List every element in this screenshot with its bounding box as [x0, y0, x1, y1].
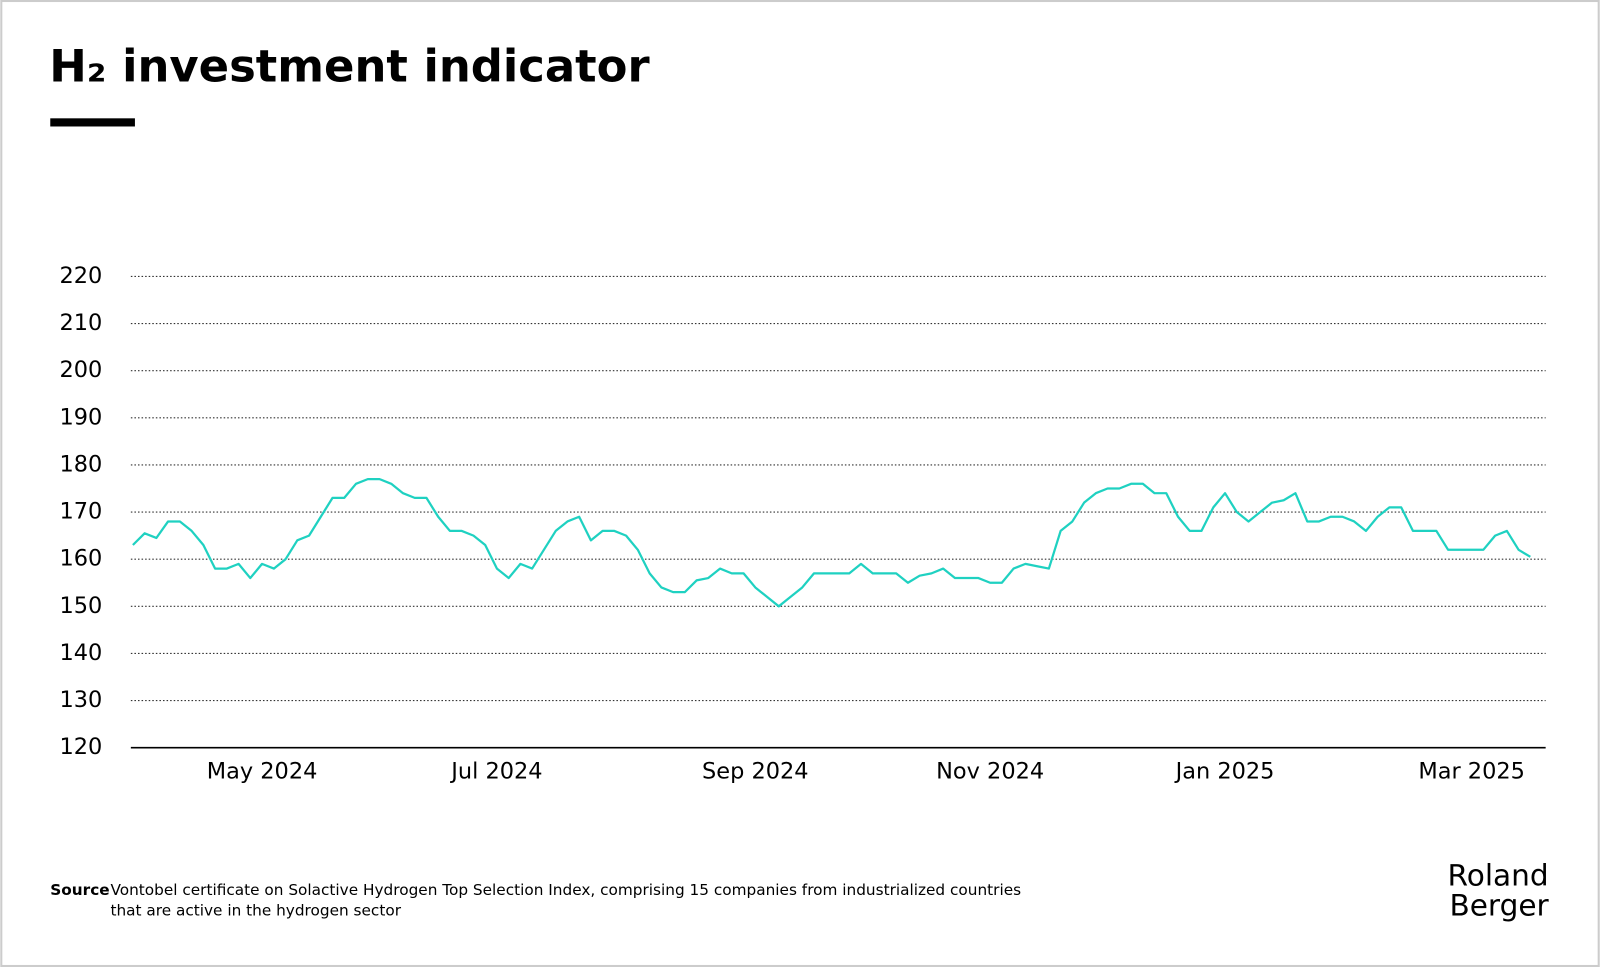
y-tick-label: 170	[59, 499, 102, 525]
y-tick-label: 220	[59, 263, 102, 289]
title-rule	[50, 118, 135, 127]
x-tick-label: Nov 2024	[936, 759, 1044, 785]
y-tick-label: 130	[59, 687, 102, 713]
x-tick-label: May 2024	[207, 759, 318, 785]
x-tick-label: Jan 2025	[1174, 759, 1275, 785]
source-label: Source	[50, 881, 109, 899]
chart-title: H₂ investment indicator	[49, 39, 649, 92]
y-tick-label: 160	[59, 546, 102, 572]
y-tick-label: 180	[59, 451, 102, 477]
x-tick-label: Sep 2024	[702, 759, 809, 785]
source-text: Vontobel certificate on Solactive Hydrog…	[110, 881, 1021, 899]
x-tick-label: Jul 2024	[449, 759, 542, 785]
y-tick-label: 120	[59, 734, 102, 760]
data-line	[132, 477, 1531, 608]
logo: Roland	[1448, 859, 1549, 893]
source-text: that are active in the hydrogen sector	[110, 901, 401, 919]
y-tick-label: 200	[59, 357, 102, 383]
y-tick-label: 150	[59, 593, 102, 619]
y-tick-label: 210	[59, 310, 102, 336]
logo: Berger	[1449, 888, 1549, 922]
x-tick-label: Mar 2025	[1418, 759, 1525, 785]
y-tick-label: 140	[59, 640, 102, 666]
y-tick-label: 190	[59, 404, 102, 430]
